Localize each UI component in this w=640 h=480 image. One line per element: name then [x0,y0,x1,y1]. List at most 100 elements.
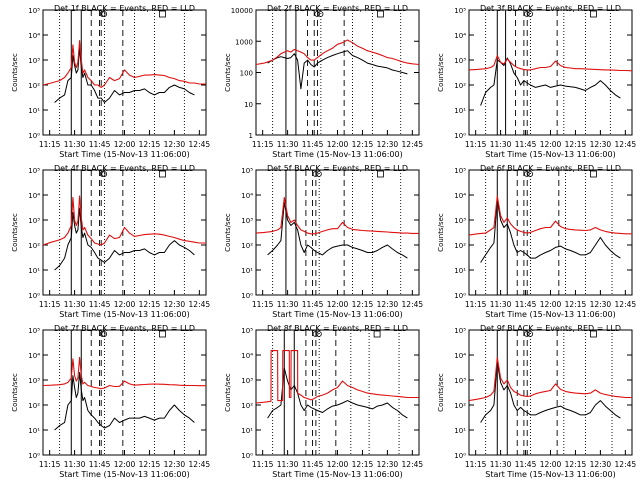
flag-box [159,330,166,338]
y-tick-label: 10² [28,242,40,250]
series-events [54,47,195,103]
x-tick-label: 12:00 [327,300,349,309]
flag-marker [527,171,534,177]
x-tick-label: 12:00 [540,300,562,309]
x-tick-label: 11:15 [465,460,487,469]
y-tick-label: 10² [28,82,40,90]
plot-frame [255,329,420,456]
y-tick-label: 10 [244,101,253,109]
y-tick-label: 10³ [454,377,466,385]
y-tick-label: 10² [454,402,466,410]
flag-marker [317,11,324,17]
x-tick-label: 12:15 [139,460,161,469]
x-tick-label: 12:30 [590,460,612,469]
x-tick-label: 11:30 [277,300,299,309]
flag-marker [101,11,108,17]
y-tick-label: 10¹ [454,427,466,435]
y-tick-label: 10⁵ [454,7,466,15]
y-tick-label: 10³ [28,217,40,225]
series-events [267,367,408,419]
panel-7: Det 7f BLACK = Events, RED = LLD 10⁰ 10¹ 10… [11,324,210,479]
x-tick-label: 12:15 [352,300,374,309]
y-tick-label: 1 [249,132,253,140]
y-axis-title: Counts/sec [437,53,445,92]
flag-marker [523,171,530,177]
flag-marker [312,331,319,337]
flag-marker [312,171,319,177]
x-tick-label: 12:15 [565,140,587,149]
y-tick-label: 10³ [28,57,40,65]
panel-title: Det 8f BLACK = Events, RED = LLD [267,324,408,333]
series-lld [468,195,632,236]
panel-title: Det 4f BLACK = Events, RED = LLD [54,164,195,173]
x-tick-label: 12:30 [377,460,399,469]
series-events [480,362,621,423]
y-tick-label: 10⁰ [28,292,40,300]
series-events [480,200,621,263]
x-axis-title: Start Time (15-Nov-13 11:06:00) [59,470,189,479]
x-axis-title: Start Time (15-Nov-13 11:06:00) [485,150,615,159]
x-tick-label: 12:00 [327,140,349,149]
x-tick-label: 12:45 [402,460,424,469]
x-tick-label: 12:30 [164,300,186,309]
y-tick-label: 1000 [235,38,253,46]
x-tick-label: 12:00 [327,460,349,469]
panel-3: Det 3f BLACK = Events, RED = LLD 10⁰ 10¹ 10… [437,4,636,159]
x-axis-title: Start Time (15-Nov-13 11:06:00) [485,310,615,319]
x-tick-label: 11:15 [252,460,274,469]
y-tick-label: 10⁵ [28,327,40,335]
series-events [54,207,195,271]
x-tick-label: 12:00 [114,460,136,469]
plot-frame [468,169,633,296]
y-tick-label: 10⁰ [28,132,40,140]
x-tick-label: 11:45 [515,140,537,149]
x-axis-title: Start Time (15-Nov-13 11:06:00) [272,150,402,159]
panel-6: Det 6f BLACK = Events, RED = LLD 10⁰ 10¹ 10… [437,164,636,319]
flag-marker [523,11,530,17]
series-lld [468,356,632,402]
y-tick-label: 10² [28,402,40,410]
x-tick-label: 12:45 [615,460,637,469]
y-tick-label: 10³ [454,57,466,65]
flag-marker [527,331,534,337]
series-lld [42,195,206,246]
x-tick-label: 12:15 [565,300,587,309]
flag-box [159,170,166,178]
x-tick-label: 12:45 [402,300,424,309]
y-tick-label: 10³ [28,377,40,385]
y-tick-label: 10³ [241,377,253,385]
x-tick-label: 12:15 [352,140,374,149]
panel-title: Det 7f BLACK = Events, RED = LLD [54,324,195,333]
plot-frame [468,9,633,136]
flag-marker [99,331,106,337]
flag-box [590,170,597,178]
y-axis-title: Counts/sec [437,373,445,412]
x-axis-title: Start Time (15-Nov-13 11:06:00) [59,310,189,319]
y-tick-label: 10¹ [28,267,40,275]
series-lld [42,356,206,390]
x-axis-title: Start Time (15-Nov-13 11:06:00) [485,470,615,479]
x-tick-label: 11:45 [302,140,324,149]
x-tick-label: 11:15 [39,460,61,469]
flag-marker [101,171,108,177]
plot-frame [255,9,420,136]
x-tick-label: 11:30 [64,140,86,149]
x-tick-label: 12:30 [590,300,612,309]
x-tick-label: 11:45 [89,300,111,309]
panel-title: Det 9f BLACK = Events, RED = LLD [480,324,621,333]
flag-box [590,10,597,18]
x-tick-label: 11:15 [252,300,274,309]
y-tick-label: 10000 [231,7,253,15]
y-tick-label: 100 [240,70,253,78]
panel-4: Det 4f BLACK = Events, RED = LLD 10⁰ 10¹ 10… [11,164,210,319]
x-tick-label: 12:00 [540,140,562,149]
x-tick-label: 11:45 [89,460,111,469]
x-tick-label: 11:45 [89,140,111,149]
x-tick-label: 11:15 [465,140,487,149]
y-tick-label: 10⁵ [454,327,466,335]
panel-title: Det 1f BLACK = Events, RED = LLD [54,4,195,13]
flag-box [159,10,166,18]
x-tick-label: 12:00 [540,460,562,469]
y-tick-label: 10² [241,242,253,250]
y-tick-label: 10⁴ [454,352,466,360]
